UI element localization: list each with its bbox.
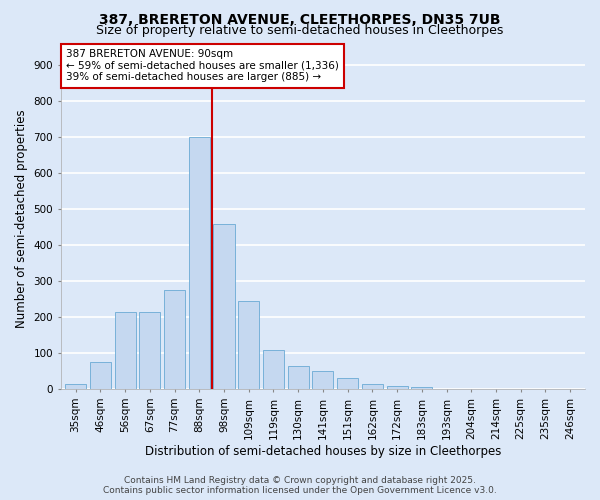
X-axis label: Distribution of semi-detached houses by size in Cleethorpes: Distribution of semi-detached houses by … [145, 444, 501, 458]
Bar [115, 312, 136, 389]
Bar [65, 384, 86, 389]
Bar [263, 350, 284, 389]
Text: 387 BRERETON AVENUE: 90sqm
← 59% of semi-detached houses are smaller (1,336)
39%: 387 BRERETON AVENUE: 90sqm ← 59% of semi… [66, 49, 339, 82]
Bar [412, 388, 433, 389]
Y-axis label: Number of semi-detached properties: Number of semi-detached properties [15, 109, 28, 328]
Bar [386, 386, 407, 389]
Text: Size of property relative to semi-detached houses in Cleethorpes: Size of property relative to semi-detach… [97, 24, 503, 37]
Bar [337, 378, 358, 389]
Bar [362, 384, 383, 389]
Bar [189, 138, 210, 389]
Bar [139, 312, 160, 389]
Bar [238, 301, 259, 389]
Bar [164, 290, 185, 389]
Bar [287, 366, 308, 389]
Bar [214, 224, 235, 389]
Bar [90, 362, 111, 389]
Text: Contains HM Land Registry data © Crown copyright and database right 2025.
Contai: Contains HM Land Registry data © Crown c… [103, 476, 497, 495]
Bar [313, 371, 334, 389]
Text: 387, BRERETON AVENUE, CLEETHORPES, DN35 7UB: 387, BRERETON AVENUE, CLEETHORPES, DN35 … [99, 12, 501, 26]
